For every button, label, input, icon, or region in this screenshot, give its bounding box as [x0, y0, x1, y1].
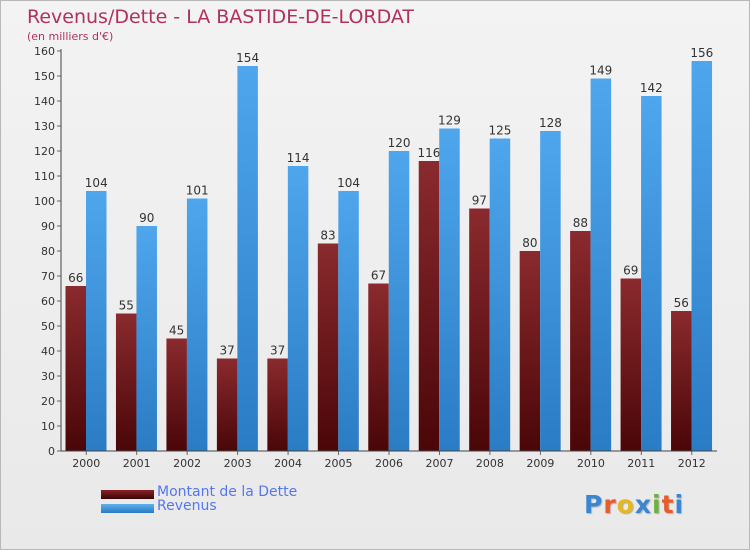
- data-label: 128: [539, 116, 562, 130]
- x-tick-label: 2003: [224, 457, 252, 470]
- y-tick-label: 60: [41, 295, 55, 308]
- data-label: 88: [573, 216, 588, 230]
- revenus-bar: [641, 96, 662, 451]
- logo-letter: t: [661, 490, 675, 519]
- dette-bar: [469, 208, 490, 451]
- revenus-bar: [439, 128, 460, 451]
- data-label: 104: [337, 176, 360, 190]
- revenus-bar: [590, 78, 612, 451]
- y-tick-label: 0: [48, 445, 55, 458]
- legend-swatch-dette: [101, 490, 154, 499]
- y-tick-label: 160: [34, 45, 55, 58]
- revenus-bar: [540, 131, 561, 451]
- data-label: 97: [472, 194, 487, 208]
- dette-bar: [519, 251, 541, 451]
- data-label: 129: [438, 114, 461, 128]
- dette-bar: [216, 358, 238, 451]
- y-tick-label: 10: [41, 420, 55, 433]
- chart-subtitle: (en milliers d'€): [27, 30, 114, 43]
- y-tick-label: 90: [41, 220, 55, 233]
- x-tick-label: 2011: [627, 457, 655, 470]
- chart-title: Revenus/Dette - LA BASTIDE-DE-LORDAT: [27, 6, 415, 28]
- dette-bar: [671, 311, 692, 451]
- logo-letter: r: [603, 490, 617, 519]
- x-tick-label: 2000: [72, 457, 100, 470]
- data-label: 101: [186, 184, 209, 198]
- dette-bar: [267, 358, 288, 451]
- data-label: 149: [589, 64, 612, 78]
- revenus-bar: [691, 61, 713, 451]
- x-tick-label: 2001: [123, 457, 151, 470]
- y-tick-label: 140: [34, 95, 55, 108]
- y-tick-label: 130: [34, 120, 55, 133]
- x-tick-label: 2005: [325, 457, 353, 470]
- revenus-bar: [136, 226, 157, 451]
- logo-letter: i: [674, 490, 685, 519]
- revenus-bar: [237, 66, 258, 451]
- y-tick-label: 30: [41, 370, 55, 383]
- data-label: 80: [522, 236, 537, 250]
- data-label: 55: [119, 299, 134, 313]
- dette-bar: [115, 313, 137, 451]
- revenus-bar: [388, 151, 410, 451]
- revenus-bar: [338, 191, 359, 451]
- data-label: 67: [371, 269, 386, 283]
- x-tick-label: 2002: [173, 457, 201, 470]
- data-label: 56: [674, 296, 689, 310]
- dette-bar: [65, 286, 86, 451]
- data-label: 69: [623, 264, 638, 278]
- dette-bar: [166, 338, 187, 451]
- data-label: 83: [320, 229, 335, 243]
- y-tick-label: 80: [41, 245, 55, 258]
- dette-bar: [317, 243, 339, 451]
- y-tick-label: 150: [34, 70, 55, 83]
- data-label: 156: [690, 46, 713, 60]
- dette-bar: [620, 278, 642, 451]
- x-tick-label: 2012: [678, 457, 706, 470]
- legend-label-dette: Montant de la Dette: [157, 484, 298, 500]
- x-tick-label: 2009: [526, 457, 554, 470]
- logo-letter: i: [652, 490, 662, 519]
- logo-letter: P: [584, 490, 604, 519]
- data-label: 125: [488, 124, 511, 138]
- proxiti-logo: Proxiti: [584, 490, 684, 519]
- dette-bar: [570, 231, 591, 451]
- data-label: 114: [287, 151, 310, 165]
- data-label: 120: [388, 136, 411, 150]
- y-tick-label: 120: [34, 145, 55, 158]
- x-tick-label: 2007: [425, 457, 453, 470]
- data-label: 37: [270, 344, 285, 358]
- data-label: 90: [139, 211, 154, 225]
- dette-bar: [368, 283, 389, 451]
- y-tick-label: 70: [41, 270, 55, 283]
- x-tick-label: 2010: [577, 457, 605, 470]
- revenus-bar: [186, 198, 208, 451]
- x-tick-label: 2004: [274, 457, 302, 470]
- data-label: 104: [85, 176, 108, 190]
- data-label: 142: [640, 81, 663, 95]
- y-tick-label: 50: [41, 320, 55, 333]
- y-tick-label: 110: [34, 170, 55, 183]
- revenus-bar: [489, 138, 511, 451]
- logo-letter: o: [616, 490, 635, 519]
- x-tick-label: 2008: [476, 457, 504, 470]
- logo-letter: x: [634, 490, 652, 519]
- revenus-bar: [287, 166, 309, 451]
- data-label: 154: [236, 51, 259, 65]
- legend-label-revenus: Revenus: [157, 498, 217, 514]
- data-label: 45: [169, 324, 184, 338]
- revenus-bar: [86, 191, 107, 451]
- legend-swatch-revenus: [101, 504, 154, 513]
- y-tick-label: 100: [34, 195, 55, 208]
- data-label: 66: [68, 271, 83, 285]
- y-tick-label: 40: [41, 345, 55, 358]
- data-label: 116: [418, 146, 441, 160]
- dette-bar: [418, 161, 440, 451]
- x-tick-label: 2006: [375, 457, 403, 470]
- data-label: 37: [219, 344, 234, 358]
- y-tick-label: 20: [41, 395, 55, 408]
